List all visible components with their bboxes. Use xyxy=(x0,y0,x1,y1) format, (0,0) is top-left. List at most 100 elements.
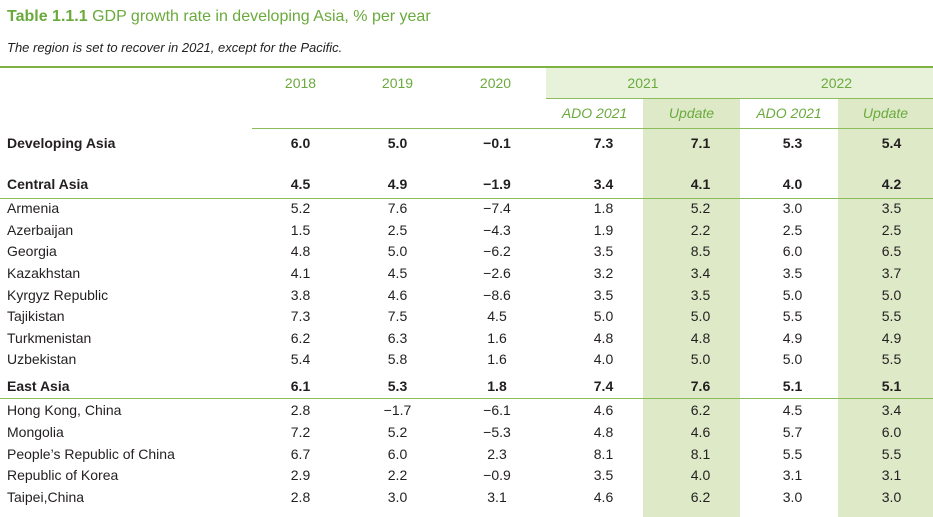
growth-value: 3.0 xyxy=(782,489,803,505)
growth-value: 3.5 xyxy=(593,243,614,259)
growth-value: 6.3 xyxy=(387,330,408,346)
growth-value: 4.8 xyxy=(690,330,711,346)
growth-value: 2.8 xyxy=(290,402,311,418)
update-2021-column-shade xyxy=(643,99,740,517)
growth-value: 3.0 xyxy=(881,489,902,505)
growth-value: 3.5 xyxy=(690,287,711,303)
growth-value: 7.4 xyxy=(593,378,614,394)
growth-value: 8.5 xyxy=(690,243,711,259)
growth-value: 2.3 xyxy=(487,446,507,462)
forecast-header-shade xyxy=(546,68,933,99)
table-title: Table 1.1.1 GDP growth rate in developin… xyxy=(7,8,431,26)
growth-value: 5.1 xyxy=(881,378,902,394)
growth-value: 4.0 xyxy=(593,351,614,367)
year-2022-header: 2022 xyxy=(820,75,853,91)
growth-value: −4.3 xyxy=(483,222,511,238)
growth-value: 6.0 xyxy=(290,135,311,151)
year-header-rule xyxy=(546,98,933,99)
ado-2022-subheader: ADO 2021 xyxy=(756,105,822,121)
economy-name: Taipei,China xyxy=(7,489,85,505)
growth-value: 4.1 xyxy=(290,265,311,281)
growth-value: 5.2 xyxy=(690,200,711,216)
growth-value: 5.5 xyxy=(881,446,902,462)
growth-value: 4.1 xyxy=(690,176,711,192)
growth-value: 6.2 xyxy=(290,330,311,346)
table-row: Republic of Korea 2.9 2.2 −0.9 3.5 4.0 3.1 3.1 xyxy=(0,467,933,488)
growth-value: 5.0 xyxy=(387,135,408,151)
table-row: Turkmenistan 6.2 6.3 1.6 4.8 4.8 4.9 4.9 xyxy=(0,330,933,351)
update-2022-column-shade xyxy=(838,99,933,517)
growth-value: 3.1 xyxy=(487,489,507,505)
table-row: Armenia 5.2 7.6 −7.4 1.8 5.2 3.0 3.5 xyxy=(0,200,933,221)
growth-value: 5.7 xyxy=(782,424,803,440)
growth-value: 6.7 xyxy=(290,446,311,462)
growth-value: 3.8 xyxy=(290,287,311,303)
growth-value: 6.2 xyxy=(690,402,711,418)
economy-name: Turkmenistan xyxy=(7,330,92,346)
group-row: East Asia 6.1 5.3 1.8 7.4 7.6 5.1 5.1 xyxy=(0,378,933,399)
economy-name: Mongolia xyxy=(7,424,64,440)
update-2021-subheader: Update xyxy=(668,105,715,121)
growth-value: −6.1 xyxy=(483,402,511,418)
growth-value: 5.0 xyxy=(881,287,902,303)
growth-value: −2.6 xyxy=(483,265,511,281)
table-row: Hong Kong, China 2.8 −1.7 −6.1 4.6 6.2 4.5 3.4 xyxy=(0,402,933,423)
growth-value: 4.9 xyxy=(387,176,408,192)
growth-value: 6.2 xyxy=(690,489,711,505)
year-2020-header: 2020 xyxy=(479,75,512,91)
growth-value: 1.9 xyxy=(593,222,614,238)
update-2022-subheader: Update xyxy=(862,105,909,121)
growth-value: 5.8 xyxy=(387,351,408,367)
growth-value: −7.4 xyxy=(483,200,511,216)
top-rule xyxy=(0,66,933,68)
table-title-text: GDP growth rate in developing Asia, % pe… xyxy=(92,8,431,25)
growth-value: 5.2 xyxy=(387,424,408,440)
growth-value: 8.1 xyxy=(690,446,711,462)
growth-value: 3.7 xyxy=(881,265,902,281)
table-row: People’s Republic of China 6.7 6.0 2.3 8.1 8.… xyxy=(0,446,933,467)
growth-value: 2.5 xyxy=(881,222,902,238)
economy-name: Azerbaijan xyxy=(7,222,74,238)
economy-name: Central Asia xyxy=(7,176,89,192)
growth-value: 3.5 xyxy=(782,265,803,281)
economy-name: Armenia xyxy=(7,200,60,216)
growth-value: 7.3 xyxy=(290,308,311,324)
growth-value: 1.6 xyxy=(487,330,507,346)
growth-value: 5.0 xyxy=(387,243,408,259)
growth-value: 3.1 xyxy=(881,467,902,483)
growth-value: 2.9 xyxy=(290,467,311,483)
east-asia-rule xyxy=(0,398,933,399)
growth-value: 5.0 xyxy=(593,308,614,324)
table-row: Taipei,China 2.8 3.0 3.1 4.6 6.2 3.0 3.0 xyxy=(0,489,933,510)
growth-value: 5.1 xyxy=(782,378,803,394)
central-asia-rule xyxy=(0,198,933,199)
growth-value: 5.0 xyxy=(782,287,803,303)
growth-value: 2.2 xyxy=(690,222,711,238)
table-row: Uzbekistan 5.4 5.8 1.6 4.0 5.0 5.0 5.5 xyxy=(0,351,933,372)
growth-value: 4.6 xyxy=(593,489,614,505)
growth-value: 1.6 xyxy=(487,351,507,367)
year-2018-header: 2018 xyxy=(284,75,317,91)
growth-value: −6.2 xyxy=(483,243,511,259)
growth-value: −8.6 xyxy=(483,287,511,303)
growth-value: 3.2 xyxy=(593,265,614,281)
growth-value: 3.5 xyxy=(593,467,614,483)
growth-value: 4.5 xyxy=(487,308,507,324)
growth-value: 3.5 xyxy=(593,287,614,303)
growth-value: 5.3 xyxy=(782,135,803,151)
growth-value: 7.1 xyxy=(690,135,711,151)
year-2021-header: 2021 xyxy=(627,75,659,91)
growth-value: 4.8 xyxy=(290,243,311,259)
growth-value: −1.7 xyxy=(383,402,412,418)
year-2019-header: 2019 xyxy=(381,75,414,91)
table-subtitle: The region is set to recover in 2021, ex… xyxy=(7,40,343,55)
growth-value: 5.5 xyxy=(782,308,803,324)
growth-value: 6.0 xyxy=(782,243,803,259)
economy-name: Developing Asia xyxy=(7,135,116,151)
growth-value: 3.4 xyxy=(690,265,711,281)
growth-value: 1.8 xyxy=(487,378,507,394)
economy-name: Kyrgyz Republic xyxy=(7,287,109,303)
table-row: Azerbaijan 1.5 2.5 −4.3 1.9 2.2 2.5 2.5 xyxy=(0,222,933,243)
table-row: Georgia 4.8 5.0 −6.2 3.5 8.5 6.0 6.5 xyxy=(0,243,933,264)
growth-value: −0.1 xyxy=(483,135,511,151)
